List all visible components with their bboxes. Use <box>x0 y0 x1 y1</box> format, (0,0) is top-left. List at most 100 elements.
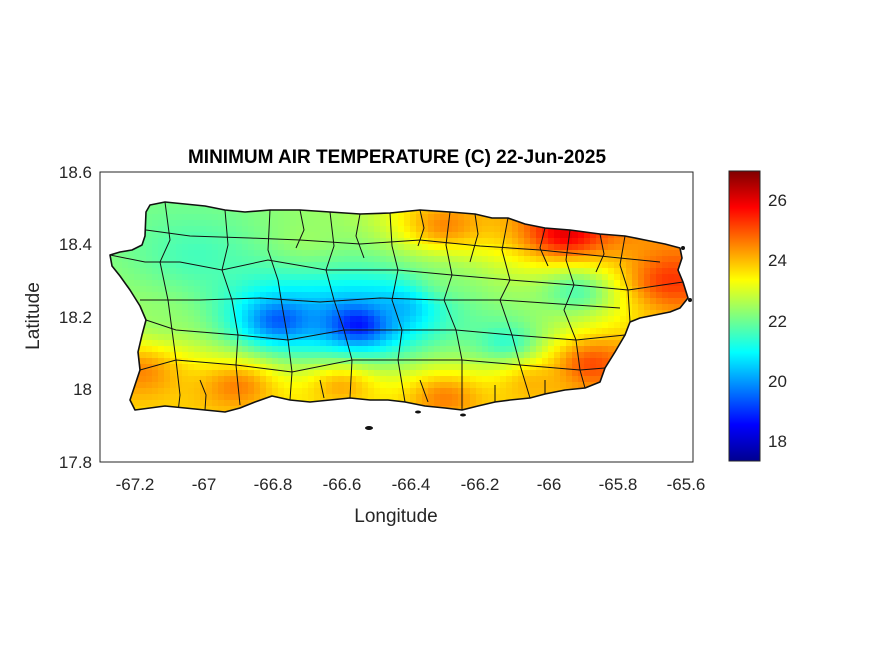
temperature-cell <box>326 268 333 275</box>
temperature-cell <box>278 334 285 341</box>
temperature-cell <box>524 376 531 383</box>
temperature-cell <box>290 394 297 401</box>
temperature-cell <box>260 376 267 383</box>
temperature-cell <box>206 238 213 245</box>
temperature-cell <box>194 268 201 275</box>
temperature-cell <box>620 262 627 269</box>
temperature-cell <box>224 364 231 371</box>
temperature-cell <box>128 262 135 269</box>
temperature-cell <box>350 358 357 365</box>
temperature-cell <box>230 370 237 377</box>
temperature-cell <box>266 328 273 335</box>
temperature-cell <box>290 220 297 227</box>
temperature-cell <box>482 358 489 365</box>
temperature-cell <box>182 334 189 341</box>
temperature-cell <box>188 382 195 389</box>
temperature-cell <box>530 280 537 287</box>
temperature-cell <box>488 310 495 317</box>
temperature-cell <box>272 328 279 335</box>
temperature-cell <box>608 250 615 257</box>
temperature-cell <box>608 244 615 251</box>
temperature-cell <box>560 244 567 251</box>
temperature-cell <box>188 316 195 323</box>
x-tick-label: -66.2 <box>461 475 500 494</box>
temperature-cell <box>488 328 495 335</box>
temperature-cell <box>332 370 339 377</box>
temperature-cell <box>194 346 201 353</box>
temperature-cell <box>410 238 417 245</box>
temperature-cell <box>338 274 345 281</box>
temperature-cell <box>530 322 537 329</box>
temperature-cell <box>212 262 219 269</box>
temperature-cell <box>302 250 309 257</box>
temperature-cell <box>674 304 681 311</box>
temperature-cell <box>638 274 645 281</box>
temperature-cell <box>518 280 525 287</box>
temperature-cell <box>356 298 363 305</box>
temperature-cell <box>260 388 267 395</box>
temperature-cell <box>404 334 411 341</box>
temperature-cell <box>596 370 603 377</box>
temperature-cell <box>416 280 423 287</box>
temperature-cell <box>356 382 363 389</box>
temperature-cell <box>146 334 153 341</box>
temperature-cell <box>374 394 381 401</box>
temperature-cell <box>152 256 159 263</box>
temperature-cell <box>554 346 561 353</box>
temperature-cell <box>572 286 579 293</box>
temperature-cell <box>200 322 207 329</box>
temperature-cell <box>422 268 429 275</box>
temperature-cell <box>368 388 375 395</box>
temperature-cell <box>476 322 483 329</box>
temperature-cell <box>218 370 225 377</box>
temperature-cell <box>152 244 159 251</box>
temperature-cell <box>512 274 519 281</box>
temperature-cell <box>488 352 495 359</box>
temperature-cell <box>332 220 339 227</box>
temperature-cell <box>146 400 153 407</box>
temperature-cell <box>230 394 237 401</box>
temperature-cell <box>212 232 219 239</box>
temperature-cell <box>542 280 549 287</box>
temperature-cell <box>206 250 213 257</box>
temperature-cell <box>314 322 321 329</box>
temperature-cell <box>368 256 375 263</box>
temperature-cell <box>188 226 195 233</box>
temperature-cell <box>422 340 429 347</box>
temperature-cell <box>494 388 501 395</box>
temperature-cell <box>152 262 159 269</box>
temperature-cell <box>434 274 441 281</box>
temperature-cell <box>416 310 423 317</box>
temperature-cell <box>368 334 375 341</box>
temperature-cell <box>224 226 231 233</box>
temperature-cell <box>476 280 483 287</box>
temperature-cell <box>464 364 471 371</box>
temperature-cell <box>476 250 483 257</box>
temperature-cell <box>560 232 567 239</box>
temperature-cell <box>374 292 381 299</box>
temperature-cell <box>464 268 471 275</box>
temperature-cell <box>146 382 153 389</box>
temperature-cell <box>152 232 159 239</box>
temperature-cell <box>620 238 627 245</box>
temperature-cell <box>494 370 501 377</box>
temperature-cell <box>560 316 567 323</box>
temperature-cell <box>650 304 657 311</box>
temperature-cell <box>638 268 645 275</box>
temperature-cell <box>416 232 423 239</box>
temperature-cell <box>512 340 519 347</box>
temperature-cell <box>494 364 501 371</box>
temperature-cell <box>200 358 207 365</box>
temperature-cell <box>374 328 381 335</box>
temperature-cell <box>494 292 501 299</box>
temperature-cell <box>266 370 273 377</box>
temperature-cell <box>152 364 159 371</box>
temperature-cell <box>194 364 201 371</box>
temperature-cell <box>356 220 363 227</box>
temperature-cell <box>260 286 267 293</box>
temperature-cell <box>422 214 429 221</box>
temperature-cell <box>338 232 345 239</box>
temperature-cell <box>614 280 621 287</box>
temperature-cell <box>278 346 285 353</box>
